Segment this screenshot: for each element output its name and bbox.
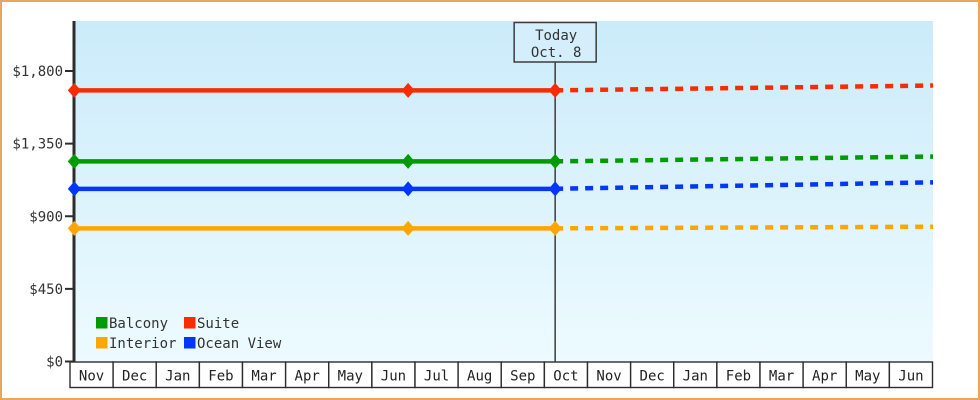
x-axis-month-label: Nov [596,369,621,385]
x-axis-month-cell [759,361,804,389]
series-marker-suite [401,82,415,98]
x-axis-month-label: Sep [510,369,535,385]
series-marker-suite [67,82,81,98]
series-marker-interior [548,220,562,236]
legend-swatch-interior [96,337,108,349]
x-axis-month-label: Dec [122,369,147,385]
x-axis-month-cell [198,361,244,389]
legend-swatch-suite [184,317,196,329]
today-annotation-box [513,21,597,63]
y-axis-tick-label: $450 [29,282,63,298]
x-axis-month-cell [586,361,632,389]
x-axis-month-label: Jun [898,369,923,385]
x-axis-month-label: Oct [553,369,578,385]
x-axis-month-label: Feb [726,369,751,385]
legend-label-balcony: Balcony [109,316,168,332]
x-axis-month-cell [241,361,287,389]
today-annotation-title: Today [535,28,577,44]
x-axis-month-label: Apr [295,369,320,385]
legend-label-interior: Interior [109,336,176,352]
x-axis-month-label: Apr [812,369,837,385]
x-axis-month-label: Feb [208,369,233,385]
series-marker-interior [401,220,415,236]
series-forecast-balcony [555,154,934,164]
x-axis-month-label: Mar [251,369,276,385]
y-axis-tick-label: $1,800 [12,64,63,80]
series-marker-suite [548,82,562,98]
x-axis-month-cell [155,361,201,389]
x-axis-month-label: Jul [424,369,449,385]
x-axis-month-cell [716,361,761,389]
x-axis-month-cell [69,361,114,389]
series-marker-balcony [548,153,562,169]
legend-item-interior: Interior [96,336,176,352]
legend-item-balcony: Balcony [96,316,168,332]
x-axis-month-cell [888,361,934,389]
x-axis-month-label: Aug [467,369,492,385]
series-forecast-suite [555,83,934,93]
series-marker-ocean-view [548,181,562,197]
x-axis-month-label: Mar [769,369,794,385]
x-axis-month-label: May [855,369,880,385]
series-marker-balcony [401,153,415,169]
x-axis-month-label: Jan [683,369,708,385]
series-forecast-ocean-view [555,180,934,192]
legend-item-suite: Suite [184,316,239,332]
y-axis-tick-label: $0 [46,355,63,371]
x-axis-month-label: Dec [640,369,665,385]
series-marker-ocean-view [401,181,415,197]
series-marker-interior [67,220,81,236]
x-axis-month-cell [500,361,546,389]
x-axis-month-cell [284,361,330,389]
today-annotation-date: Oct. 8 [531,45,582,61]
x-axis-month-cell [845,361,891,389]
legend-swatch-balcony [96,317,108,329]
series-marker-balcony [67,153,81,169]
x-axis-month-label: May [338,369,363,385]
x-axis-month-label: Jun [381,369,406,385]
plot-area [75,21,933,363]
legend-item-ocean-view: Ocean View [184,336,282,352]
legend-label-ocean-view: Ocean View [197,336,282,352]
series-marker-ocean-view [67,181,81,197]
x-axis-month-cell [629,361,675,389]
legend-label-suite: Suite [197,316,239,332]
y-axis-tick-label: $1,350 [12,137,63,153]
y-axis-tick-label: $900 [29,209,63,225]
legend-swatch-ocean-view [184,337,196,349]
series-forecast-interior [555,224,934,231]
x-axis-month-label: Jan [165,369,190,385]
x-axis-month-label: Nov [79,369,104,385]
